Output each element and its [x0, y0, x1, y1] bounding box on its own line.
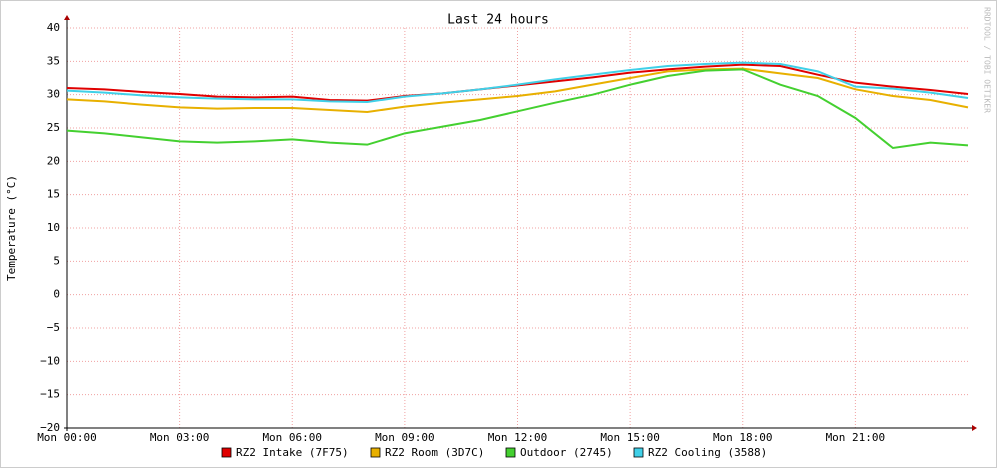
y-axis-label: Temperature (°C)	[5, 175, 18, 281]
series-line	[66, 68, 969, 150]
series-line	[66, 67, 969, 114]
legend-swatch	[633, 447, 644, 458]
x-tick-label: Mon 06:00	[262, 431, 322, 444]
y-tick-label: 5	[53, 254, 60, 267]
series-line	[66, 61, 969, 104]
legend-label: Outdoor (2745)	[520, 446, 613, 459]
x-tick-label: Mon 15:00	[600, 431, 660, 444]
legend-swatch	[221, 447, 232, 458]
y-tick-label: −20	[40, 421, 60, 434]
legend-label: RZ2 Cooling (3588)	[648, 446, 767, 459]
x-tick-label: Mon 18:00	[713, 431, 773, 444]
y-tick-label: −5	[47, 321, 60, 334]
y-tick-label: 30	[47, 88, 60, 101]
y-tick-label: 15	[47, 188, 60, 201]
y-tick-label: 20	[47, 154, 60, 167]
x-tick-label: Mon 09:00	[375, 431, 435, 444]
y-tick-label: 40	[47, 21, 60, 34]
legend-swatch	[370, 447, 381, 458]
y-tick-label: −10	[40, 354, 60, 367]
x-tick-label: Mon 12:00	[488, 431, 548, 444]
legend-swatch	[505, 447, 516, 458]
x-tick-label: Mon 00:00	[37, 431, 97, 444]
legend-label: RZ2 Room (3D7C)	[385, 446, 484, 459]
y-tick-label: 10	[47, 221, 60, 234]
x-tick-label: Mon 03:00	[150, 431, 210, 444]
x-tick-label: Mon 21:00	[826, 431, 886, 444]
chart-title: Last 24 hours	[447, 13, 549, 28]
watermark: RRDTOOL / TOBI OETIKER	[983, 7, 992, 113]
axis-arrow	[64, 15, 70, 20]
y-tick-label: 35	[47, 54, 60, 67]
y-tick-label: 0	[53, 288, 60, 301]
legend-label: RZ2 Intake (7F75)	[236, 446, 349, 459]
y-tick-label: −15	[40, 388, 60, 401]
axis-arrow	[972, 425, 977, 431]
y-tick-label: 25	[47, 121, 60, 134]
